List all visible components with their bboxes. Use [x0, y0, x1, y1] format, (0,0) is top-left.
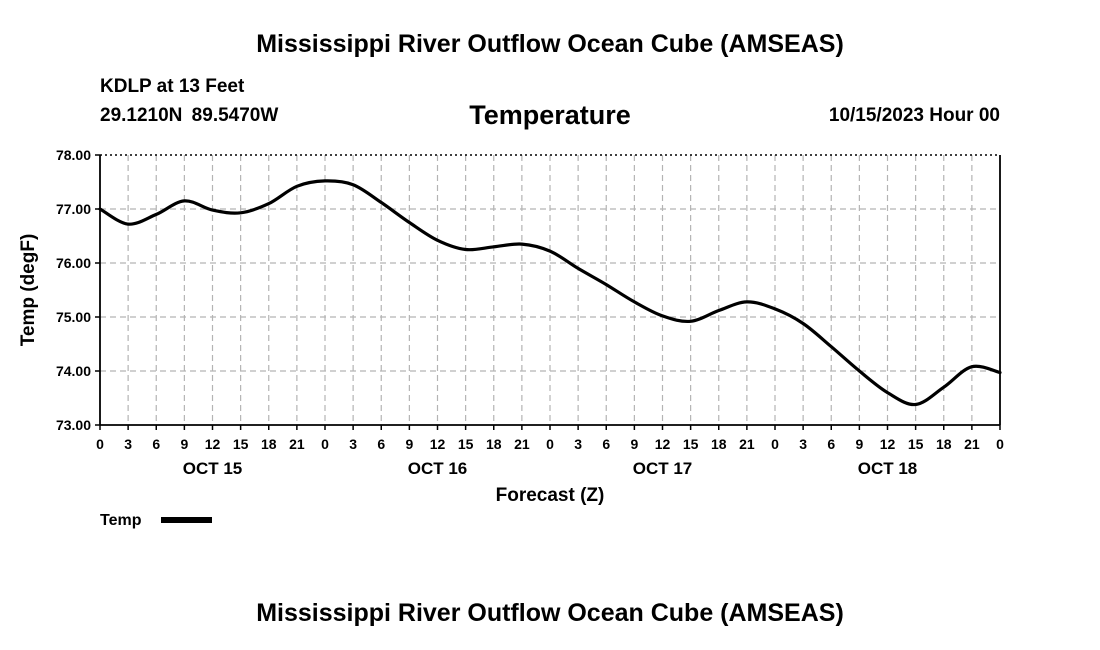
x-tick-label: 6 — [152, 436, 160, 452]
x-tick-label: 12 — [430, 436, 446, 452]
footer-title: Mississippi River Outflow Ocean Cube (AM… — [256, 599, 844, 627]
x-tick-label: 0 — [546, 436, 554, 452]
series-line-temp — [98, 179, 1002, 407]
x-tick-label: 9 — [405, 436, 413, 452]
station-label: KDLP at 13 Feet — [100, 76, 245, 97]
x-tick-label: 21 — [514, 436, 530, 452]
legend: Temp — [100, 512, 212, 529]
x-tick-label: 12 — [880, 436, 896, 452]
x-tick-label: 3 — [574, 436, 582, 452]
x-tick-label: 6 — [827, 436, 835, 452]
x-tick-label: 12 — [205, 436, 221, 452]
x-tick-label: 3 — [799, 436, 807, 452]
legend-label-temp: Temp — [100, 512, 142, 529]
x-tick-label: 21 — [739, 436, 755, 452]
x-tick-label: 9 — [855, 436, 863, 452]
y-tick-label: 76.00 — [56, 255, 91, 271]
y-tick-label: 74.00 — [56, 363, 91, 379]
x-axis-title: Forecast (Z) — [496, 485, 605, 506]
y-tick-label: 73.00 — [56, 417, 91, 433]
x-tick-labels: 0 3 6 9 12 15 18 21 0 3 6 9 12 15 18 21 0 3 6 9 12 15 18 21 0 3 6 9… — [96, 436, 1004, 452]
station-coordinates: 29.1210N 89.5470W — [100, 105, 279, 126]
x-tick-label: 21 — [289, 436, 305, 452]
day-label: OCT 16 — [408, 459, 468, 478]
x-tick-label: 18 — [486, 436, 502, 452]
forecast-datetime: 10/15/2023 Hour 00 — [828, 105, 1000, 126]
x-tick-label: 9 — [630, 436, 638, 452]
x-tick-label: 18 — [711, 436, 727, 452]
x-tick-label: 15 — [458, 436, 474, 452]
day-labels: OCT 15 OCT 16 OCT 17 OCT 18 — [183, 459, 918, 478]
x-tick-label: 0 — [321, 436, 329, 452]
y-tick-labels: 73.00 74.00 75.00 76.00 77.00 78.00 — [56, 147, 91, 433]
main-title: Mississippi River Outflow Ocean Cube (AM… — [256, 30, 844, 58]
x-tick-label: 6 — [377, 436, 385, 452]
x-tick-label: 3 — [124, 436, 132, 452]
y-tick-label: 78.00 — [56, 147, 91, 163]
y-tick-label: 77.00 — [56, 201, 91, 217]
day-label: OCT 18 — [858, 459, 918, 478]
x-tick-label: 0 — [771, 436, 779, 452]
x-tick-label: 18 — [261, 436, 277, 452]
x-tick-label: 12 — [655, 436, 671, 452]
x-tick-label: 15 — [908, 436, 924, 452]
x-tick-label: 15 — [233, 436, 249, 452]
day-label: OCT 15 — [183, 459, 243, 478]
x-tick-label: 18 — [936, 436, 952, 452]
series-lines — [98, 179, 1002, 407]
x-tick-label: 15 — [683, 436, 699, 452]
x-tick-label: 6 — [602, 436, 610, 452]
chart-axes — [95, 154, 1001, 430]
x-tick-label: 9 — [180, 436, 188, 452]
day-label: OCT 17 — [633, 459, 693, 478]
y-tick-label: 75.00 — [56, 309, 91, 325]
grid-lines — [100, 155, 1000, 425]
x-tick-label: 21 — [964, 436, 980, 452]
x-tick-label: 0 — [96, 436, 104, 452]
x-tick-label: 0 — [996, 436, 1004, 452]
x-tick-label: 3 — [349, 436, 357, 452]
y-axis-title: Temp (degF) — [18, 234, 39, 347]
chart-title: Temperature — [469, 100, 631, 130]
